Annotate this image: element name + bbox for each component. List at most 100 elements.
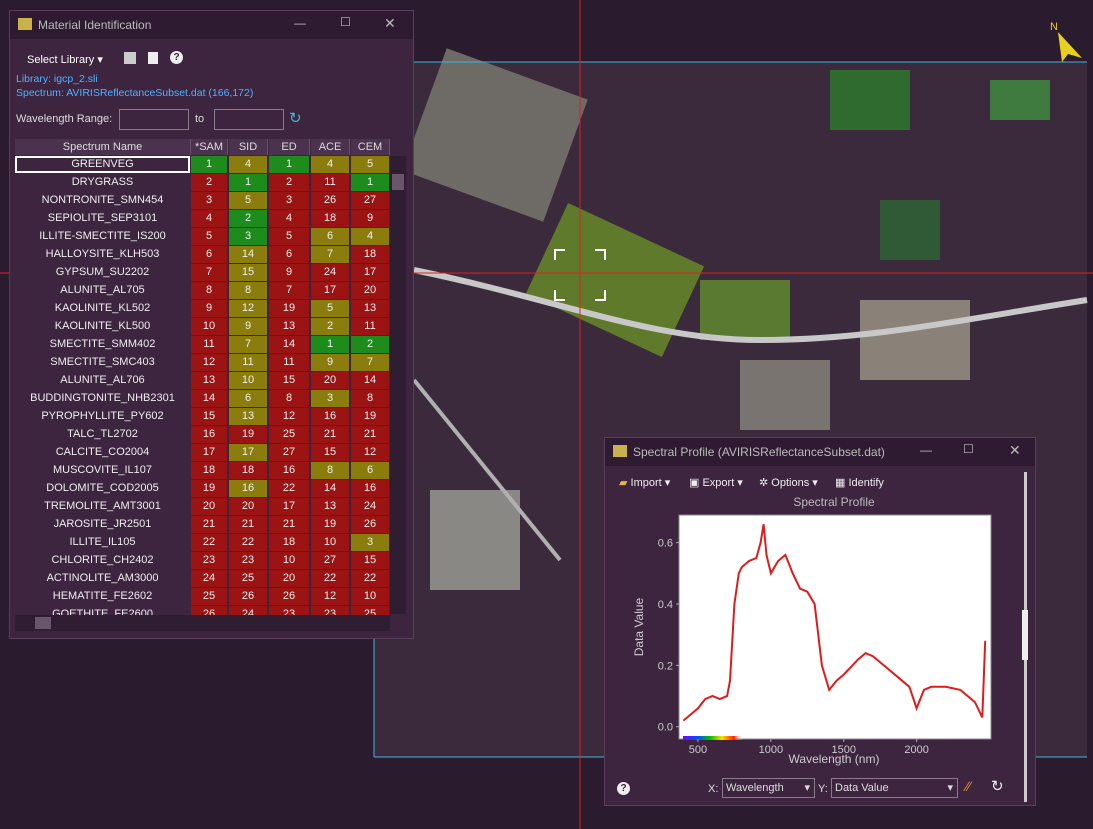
spectrum-name[interactable]: SMECTITE_SMC403: [50, 356, 155, 368]
spectrum-name[interactable]: ALUNITE_AL706: [60, 374, 145, 386]
spectrum-name[interactable]: ILLITE_IL105: [69, 536, 136, 548]
y-select[interactable]: Data Value ▾: [831, 778, 958, 798]
select-library[interactable]: Select Library ▾: [27, 54, 103, 66]
scroll-thumb[interactable]: [35, 617, 51, 629]
rank-cell: 24: [351, 498, 389, 515]
spectral-window: Spectral Profile (AVIRISReflectanceSubse…: [604, 437, 1036, 806]
rank-cell: 25: [229, 570, 267, 587]
h-scrollbar[interactable]: [15, 615, 390, 631]
help-icon[interactable]: ?: [617, 782, 630, 795]
x-select-value[interactable]: Wavelength: [726, 782, 784, 794]
refresh[interactable]: ↻: [289, 110, 302, 127]
x-tick-label: 500: [689, 744, 707, 756]
rank-cell: 9: [269, 264, 309, 281]
spectrum-name[interactable]: DOLOMITE_COD2005: [46, 482, 159, 494]
spectrum-name[interactable]: TALC_TL2702: [67, 428, 138, 440]
side-handle[interactable]: [1022, 610, 1028, 660]
rank-cell: 13: [269, 318, 309, 335]
rank-cell: 25: [269, 426, 309, 443]
scroll-thumb[interactable]: [392, 174, 404, 190]
export-menu[interactable]: ▣ Export ▾: [689, 477, 743, 489]
rank-cell: 6: [311, 228, 349, 245]
table-icon[interactable]: [124, 52, 136, 64]
rank-cell: 4: [351, 228, 389, 245]
rank-cell: 1: [229, 174, 267, 191]
column-header[interactable]: Spectrum Name: [15, 139, 191, 155]
y-select-value[interactable]: Data Value: [835, 782, 889, 794]
x-axis-label: Wavelength (nm): [789, 752, 880, 766]
range-max[interactable]: [214, 109, 284, 130]
rank-cell: 20: [229, 498, 267, 515]
rank-cell: 16: [229, 480, 267, 497]
import-label[interactable]: Import: [630, 477, 662, 489]
options-menu[interactable]: ✲ Options ▾: [759, 477, 818, 489]
spectrum-name[interactable]: KAOLINITE_KL500: [54, 320, 151, 332]
y-tick-label: 0.0: [658, 722, 673, 734]
spectrum-name[interactable]: KAOLINITE_KL502: [54, 302, 151, 314]
spectrum-name[interactable]: NONTRONITE_SMN454: [41, 194, 164, 206]
title-bar: Spectral Profile (AVIRISReflectanceSubse…: [605, 438, 1035, 466]
rank-cell: 8: [191, 282, 227, 299]
spectrum-name[interactable]: GYPSUM_SU2202: [55, 266, 150, 278]
plot-icon[interactable]: ⁄⁄: [966, 778, 971, 794]
rank-cell: 1: [191, 156, 227, 173]
export-label[interactable]: Export: [702, 477, 735, 489]
rank-cell: 20: [351, 282, 389, 299]
rank-cell: 16: [351, 480, 389, 497]
spectrum-name[interactable]: BUDDINGTONITE_NHB2301: [30, 392, 175, 404]
spectrum-name[interactable]: GOETHITE_FE2600: [52, 608, 153, 616]
rank-cell: 12: [351, 444, 389, 461]
select-library-label[interactable]: Select Library: [27, 54, 95, 66]
maximize[interactable]: ☐: [340, 15, 351, 29]
spectrum-name[interactable]: ALUNITE_AL705: [60, 284, 145, 296]
rank-cell: 17: [311, 282, 349, 299]
spectrum-name[interactable]: DRYGRASS: [71, 176, 134, 188]
column-header[interactable]: ACE: [311, 139, 350, 155]
maximize[interactable]: ☐: [963, 442, 974, 456]
options-label[interactable]: Options: [771, 477, 810, 489]
spectrum-name[interactable]: CALCITE_CO2004: [55, 446, 150, 458]
spectrum-name[interactable]: CHLORITE_CH2402: [51, 554, 154, 566]
spectrum-name[interactable]: ILLITE-SMECTITE_IS200: [39, 230, 166, 242]
identify-label[interactable]: Identify: [848, 477, 884, 489]
rank-cell: 5: [229, 192, 267, 209]
spectrum-name[interactable]: ACTINOLITE_AM3000: [46, 572, 159, 584]
copy-icon[interactable]: [148, 52, 158, 64]
spectrum-name[interactable]: HEMATITE_FE2602: [52, 590, 153, 602]
rank-cell: 14: [351, 372, 389, 389]
column-header[interactable]: *SAM: [191, 139, 228, 155]
minimize[interactable]: —: [920, 443, 932, 457]
column-header[interactable]: SID: [229, 139, 268, 155]
spectrum-name[interactable]: GREENVEG: [15, 156, 190, 173]
app-icon: [613, 445, 627, 457]
rank-cell: 3: [351, 534, 389, 551]
rank-cell: 24: [311, 264, 349, 281]
spectrum-name[interactable]: TREMOLITE_AMT3001: [44, 500, 161, 512]
spectrum-name[interactable]: SEPIOLITE_SEP3101: [47, 212, 158, 224]
spectrum-name[interactable]: JAROSITE_JR2501: [53, 518, 152, 530]
selection-box: [554, 249, 606, 301]
y-axis-label: Data Value: [632, 597, 646, 656]
spectrum-name[interactable]: HALLOYSITE_KLH503: [45, 248, 160, 260]
refresh[interactable]: ↻: [991, 778, 1004, 795]
import-menu[interactable]: ▰ Import ▾: [619, 477, 671, 489]
column-header[interactable]: CEM: [351, 139, 390, 155]
x-tick-label: 1500: [832, 744, 856, 756]
spectrum-name[interactable]: MUSCOVITE_IL107: [52, 464, 153, 476]
range-min[interactable]: [119, 109, 189, 130]
rank-cell: 22: [229, 534, 267, 551]
help-icon[interactable]: ?: [170, 51, 183, 64]
spectrum-name[interactable]: PYROPHYLLITE_PY602: [41, 410, 164, 422]
column-header[interactable]: ED: [269, 139, 310, 155]
rank-cell: 12: [311, 588, 349, 605]
minimize[interactable]: —: [294, 16, 306, 30]
identify-button[interactable]: ▦ Identify: [835, 477, 884, 489]
close[interactable]: ✕: [1009, 442, 1021, 458]
close[interactable]: ✕: [384, 15, 396, 31]
rank-cell: 5: [311, 300, 349, 317]
x-select[interactable]: Wavelength ▾: [722, 778, 815, 798]
rank-cell: 11: [351, 318, 389, 335]
v-scrollbar[interactable]: [390, 156, 406, 614]
spectrum-name[interactable]: SMECTITE_SMM402: [49, 338, 156, 350]
field: [402, 48, 588, 222]
